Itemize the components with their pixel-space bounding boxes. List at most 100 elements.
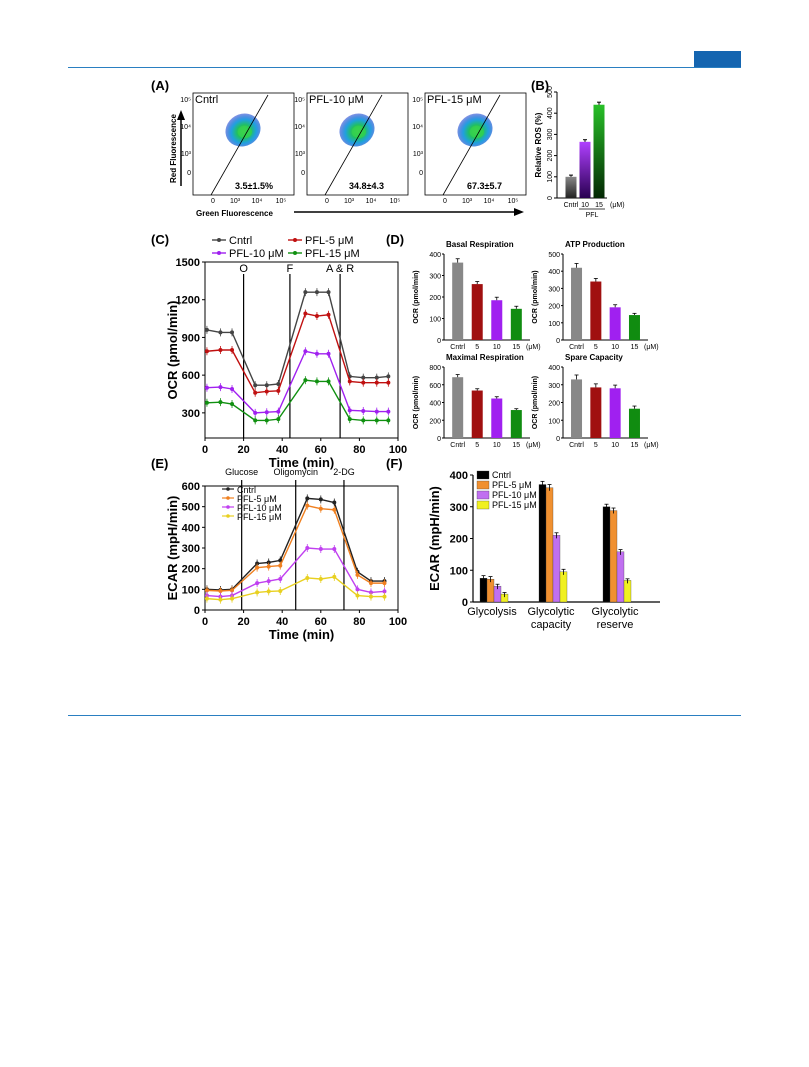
chart-d-title: Maximal Respiration [446,353,524,362]
flow-plot-xtick: 10⁵ [390,198,401,205]
flow-plot-ytick: 0 [187,170,191,177]
flow-plot-ytick: 10³ [295,151,306,158]
chart-c-point [218,400,223,405]
chart-d-category-label: Cntrl [569,344,584,351]
chart-c-legend-marker [293,238,297,242]
chart-c-point [361,418,366,423]
chart-b-ytick-label: 0 [547,196,554,200]
chart-f-legend-swatch [476,500,490,510]
chart-d-ytick-label: 400 [548,365,560,372]
chart-c-ytick-label: 300 [182,408,200,420]
chart-c-point [264,383,269,388]
chart-f-ecar-bars: 0 100 200 300 400 ECAR (mpH/min) Glycolysis Gly… [427,470,660,631]
chart-d-ytick-label: 300 [548,383,560,390]
flow-plot-ytick: 10⁵ [180,97,191,104]
chart-b-ylabel: Relative ROS (%) [534,112,543,177]
chart-c-point [276,388,281,393]
chart-d-ytick-label: 100 [548,321,560,328]
chart-f-bar [559,571,568,603]
chart-d-bar [628,408,640,438]
chart-c-point [386,380,391,385]
chart-d-category-label: 10 [611,442,619,449]
chart-e-point [368,594,373,599]
chart-c-xtick-label: 20 [237,444,249,456]
chart-c-injection-label: O [239,263,248,275]
chart-d-ytick-label: 200 [548,401,560,408]
flow-plot-percentage: 34.8±4.3 [349,181,384,191]
chart-e-ytick-label: 500 [182,502,200,514]
chart-c-point [276,381,281,386]
chart-b-category-label: 10 [581,202,589,209]
flow-plot-density-core [470,126,484,138]
chart-e-point [305,503,310,508]
chart-c-point [230,330,235,335]
chart-e-ytick-label: 200 [182,564,200,576]
chart-d-bar [609,388,621,438]
chart-d-spare: Spare Capacity 0 100 200 300 400 OCR (pmol/min… [532,353,659,449]
chart-e-point [218,597,223,602]
chart-e-legend-label: Cntrl [237,485,256,495]
chart-d-category-label: 15 [512,344,520,351]
chart-f-legend-swatch [476,470,490,480]
flow-plot-title: PFL-10 μM [309,94,364,106]
chart-c-point [253,418,258,423]
chart-e-xlabel: Time (min) [269,627,335,642]
chart-d-bar [491,398,503,438]
flow-plot-1: PFL-10 μM 34.8±4.3 10⁵ 10⁴ 10³ 0 0 10³ 10⁴ 10⁵ [294,92,409,205]
chart-e-point [255,565,260,570]
chart-c-point [386,409,391,414]
chart-e-injection-label: Oligomycin [273,467,318,477]
chart-c-point [218,348,223,352]
chart-c-point [253,410,258,415]
chart-c-point [276,417,281,422]
chart-f-bar [538,484,547,603]
chart-c-point [204,385,209,390]
flow-plot-title: Cntrl [195,94,218,106]
chart-d-ytick-label: 100 [429,317,441,324]
chart-d-bar [609,307,621,340]
flow-plot-ytick: 0 [419,170,423,177]
chart-c-series-line [206,291,389,386]
chart-d-ytick-label: 100 [548,418,560,425]
chart-e-point [204,596,209,601]
chart-c-injection-label: A & R [326,263,354,275]
chart-c-point [326,379,331,384]
chart-c-point [303,378,308,383]
chart-c-ocr-timecourse: 300 600 900 1200 1500 0 20 40 60 80 100 Time (min) O… [165,235,407,470]
chart-d-category-label: Cntrl [569,442,584,449]
chart-e-xtick-label: 20 [237,616,249,628]
chart-c-point [347,417,352,422]
chart-d-ytick-label: 300 [429,274,441,281]
chart-c-point [264,389,269,394]
flow-plot-density-core [352,126,366,138]
chart-d-bar [628,315,640,340]
chart-b-category-label: Cntrl [564,202,579,209]
chart-e-point [266,564,271,569]
chart-d-ytick-label: 200 [429,418,441,425]
chart-c-legend-marker [217,251,221,255]
chart-e-point [278,563,283,568]
chart-c-point [347,379,352,384]
flow-plot-xtick: 10⁴ [484,198,495,205]
chart-f-category-label: capacity [531,619,572,631]
chart-f-legend-swatch [476,490,490,500]
chart-d-ytick-label: 400 [429,401,441,408]
chart-d-ytick-label: 400 [548,269,560,276]
chart-d-bar [491,300,503,340]
chart-c-point [326,312,331,317]
flow-plot-xtick: 0 [443,198,447,205]
header-accent-tab [694,51,741,67]
chart-c-point [326,351,331,356]
chart-e-point [266,579,271,584]
flow-plot-density-core [238,126,252,138]
chart-c-point [386,418,391,423]
chart-c-point [326,290,331,295]
flow-plot-ytick: 10⁵ [412,97,423,104]
chart-f-legend-label: Cntrl [492,470,511,480]
chart-c-point [230,348,235,352]
chart-e-point [278,577,283,581]
chart-b-ytick-label: 200 [547,150,554,162]
chart-e-point [278,558,283,563]
